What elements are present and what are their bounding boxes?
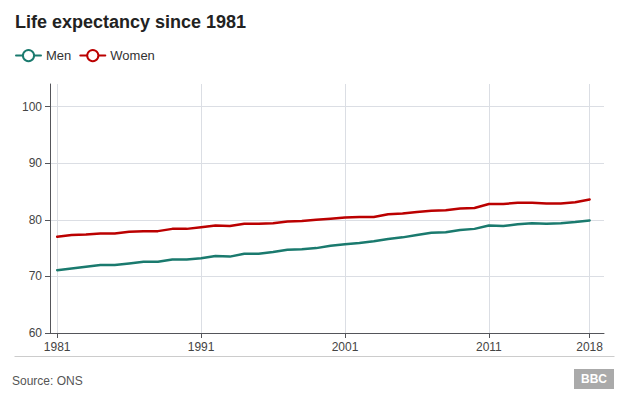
svg-text:Women: Women: [110, 48, 155, 63]
svg-text:2018: 2018: [576, 340, 603, 354]
svg-text:60: 60: [29, 326, 43, 340]
svg-text:2001: 2001: [332, 340, 359, 354]
svg-text:Men: Men: [46, 48, 71, 63]
svg-text:1991: 1991: [188, 340, 215, 354]
svg-text:BBC: BBC: [581, 372, 607, 386]
svg-text:100: 100: [22, 100, 42, 114]
svg-text:1981: 1981: [44, 340, 71, 354]
svg-text:Life expectancy since 1981: Life expectancy since 1981: [15, 12, 246, 32]
svg-text:Source: ONS: Source: ONS: [12, 374, 83, 388]
svg-text:80: 80: [29, 213, 43, 227]
svg-text:2011: 2011: [476, 340, 502, 354]
svg-text:90: 90: [29, 156, 43, 170]
svg-text:70: 70: [29, 269, 43, 283]
